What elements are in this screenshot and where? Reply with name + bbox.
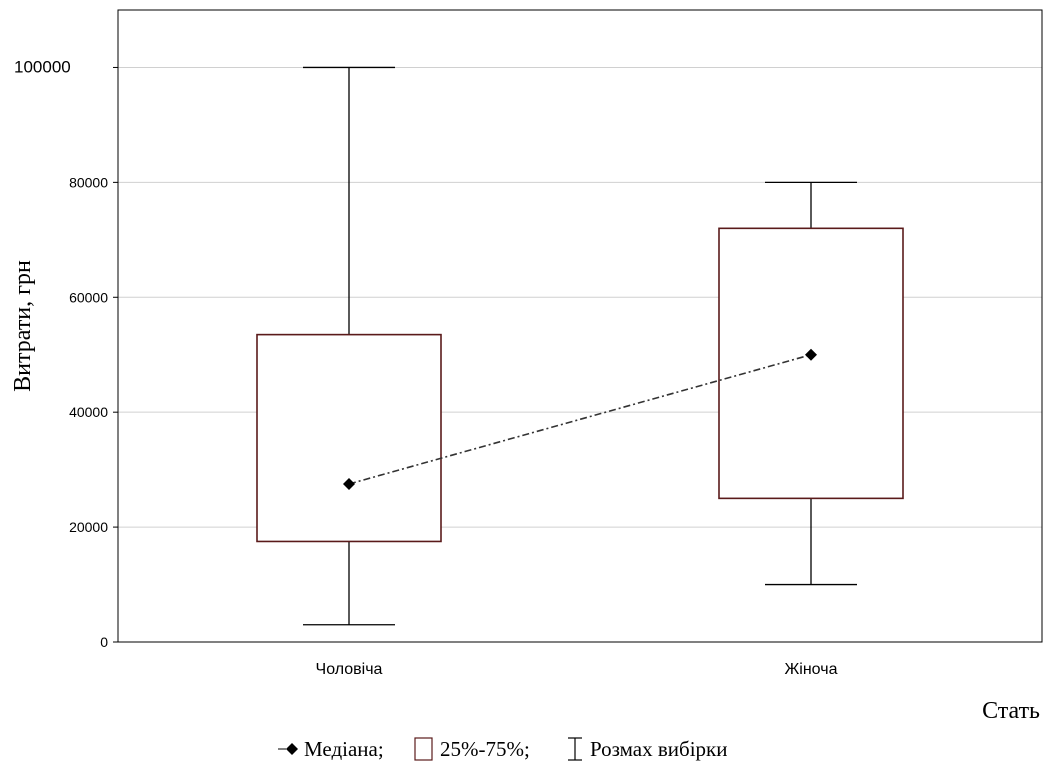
median-layer [343,348,817,490]
plot-frame [117,9,1043,643]
x-category-label: Жіноча [785,661,838,678]
y-tick-layer: 0 20000 40000 60000 80000 100000 [14,57,118,650]
y-tick-label: 60000 [69,289,108,305]
y-tick-label: 40000 [69,404,108,420]
y-tick-label: 100000 [14,57,71,76]
median-connector-line [348,353,812,485]
y-tick-label: 80000 [69,174,108,190]
iqr-box [718,227,904,500]
box-layer [256,66,904,626]
y-tick-label: 0 [100,634,108,650]
legend: Медіана; 25%-75%; Розмах вибірки [278,737,727,761]
y-tick-label: 20000 [69,519,108,535]
x-axis-label: Стать [982,698,1040,724]
y-axis-label: Витрати, грн [10,260,36,392]
median-marker [343,478,355,490]
iqr-box [256,333,442,543]
x-category-label: Чоловіча [316,661,383,678]
legend-median-marker [286,743,298,755]
median-marker [805,348,817,361]
legend-median-label: Медіана; [304,737,384,761]
box-group [256,66,442,626]
x-category-layer: Чоловіча Жіноча [316,661,838,678]
legend-whisker-label: Розмах вибірки [590,737,727,761]
legend-whisker-icon [568,737,582,761]
legend-box-swatch [414,737,433,761]
legend-box-label: 25%-75%; [440,737,530,761]
box-group [718,181,904,586]
